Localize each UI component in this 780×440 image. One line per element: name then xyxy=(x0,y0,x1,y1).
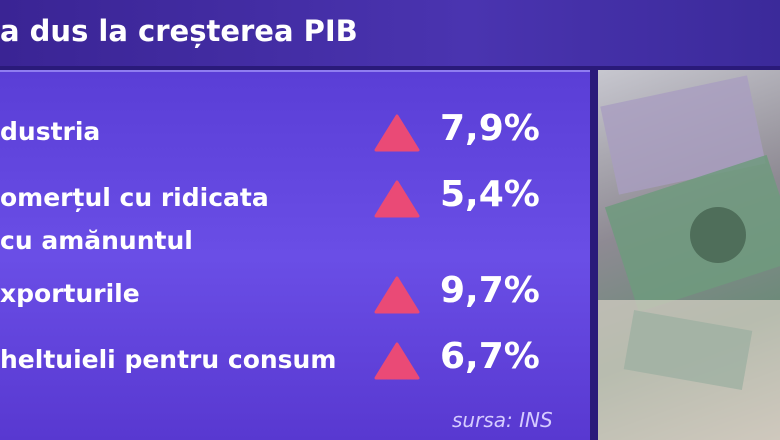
row-label: dustria xyxy=(0,117,101,146)
row-value: 9,7% xyxy=(440,270,540,311)
title-bar: a dus la creșterea PIB xyxy=(0,0,780,66)
row-value: 5,4% xyxy=(440,174,540,215)
source: sursa: INS xyxy=(452,408,553,432)
panel xyxy=(0,70,590,440)
row-value: 7,9% xyxy=(440,108,540,149)
row-label: xporturile xyxy=(0,279,140,308)
title: a dus la creșterea PIB xyxy=(0,14,358,48)
row-label: heltuieli pentru consum xyxy=(0,345,337,374)
up-arrow xyxy=(374,276,420,314)
row-label: omerțul cu ridicata xyxy=(0,183,269,212)
up-arrow xyxy=(374,180,420,218)
row-value: 6,7% xyxy=(440,336,540,377)
money-photo xyxy=(598,70,780,440)
up-arrow xyxy=(374,342,420,380)
row-label: cu amănuntul xyxy=(0,226,193,255)
up-arrow xyxy=(374,114,420,152)
